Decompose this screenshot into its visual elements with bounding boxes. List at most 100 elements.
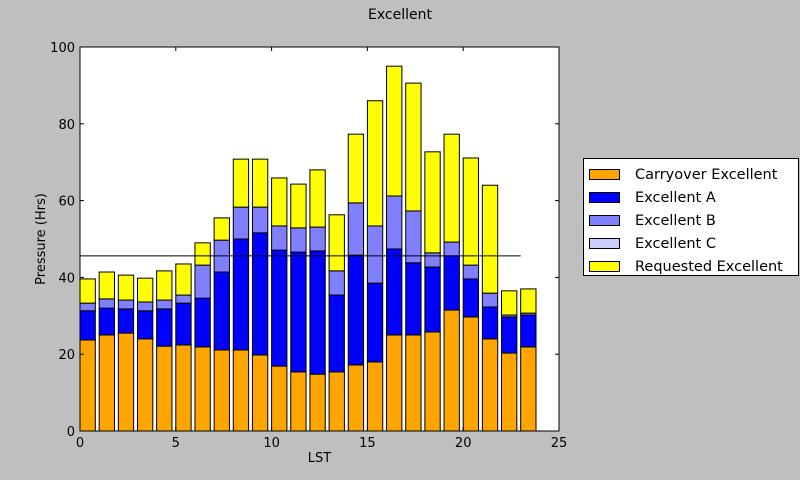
legend-label: Excellent C — [635, 235, 716, 252]
bar-carryover-excellent-5 — [175, 344, 192, 432]
bar-excellent-b-11 — [290, 227, 307, 253]
bar-excellent-b-13 — [328, 270, 345, 296]
y-tick-label: 0 — [67, 425, 75, 440]
bar-requested-excellent-16 — [386, 65, 403, 197]
y-tick-label: 40 — [58, 271, 75, 286]
legend-swatch — [589, 169, 620, 180]
bar-excellent-a-16 — [386, 248, 403, 336]
legend-item: Requested Excellent — [589, 255, 798, 278]
bar-excellent-a-22 — [501, 316, 518, 354]
bar-excellent-b-3 — [136, 301, 154, 312]
bar-requested-excellent-22 — [501, 290, 518, 316]
plot-frame — [79, 46, 560, 432]
bar-excellent-a-7 — [213, 271, 230, 351]
bar-requested-excellent-13 — [328, 214, 345, 272]
bar-excellent-a-4 — [156, 308, 173, 347]
bar-carryover-excellent-16 — [386, 334, 403, 432]
bar-excellent-a-11 — [290, 251, 307, 373]
bar-carryover-excellent-0 — [79, 339, 96, 432]
bar-excellent-a-21 — [481, 306, 499, 340]
bar-excellent-a-12 — [309, 250, 326, 375]
bar-excellent-a-6 — [194, 297, 211, 348]
legend-item: Excellent C — [589, 232, 798, 255]
legend-label: Requested Excellent — [635, 258, 783, 275]
y-tick-label: 80 — [58, 118, 75, 133]
bar-requested-excellent-19 — [443, 133, 460, 243]
bar-carryover-excellent-12 — [309, 373, 326, 432]
bar-requested-excellent-6 — [194, 242, 211, 266]
bar-carryover-excellent-9 — [251, 354, 269, 432]
bar-requested-excellent-18 — [424, 151, 441, 254]
legend-item: Carryover Excellent — [589, 163, 798, 186]
bar-carryover-excellent-11 — [290, 371, 307, 432]
bar-excellent-a-10 — [271, 249, 288, 367]
y-tick-label: 60 — [58, 195, 75, 210]
x-tick-label: 25 — [551, 436, 568, 451]
bar-excellent-a-0 — [79, 310, 96, 341]
bar-requested-excellent-20 — [462, 157, 480, 266]
bar-excellent-b-14 — [347, 202, 365, 256]
y-tick-label: 100 — [50, 41, 75, 56]
bar-excellent-a-23 — [520, 314, 537, 348]
bar-excellent-a-18 — [424, 266, 441, 333]
bar-requested-excellent-9 — [251, 158, 269, 208]
bar-requested-excellent-21 — [481, 184, 499, 294]
bar-requested-excellent-11 — [290, 183, 307, 229]
bar-carryover-excellent-13 — [328, 371, 345, 432]
legend-swatch — [589, 215, 620, 226]
bar-excellent-b-16 — [386, 195, 403, 250]
bar-excellent-a-19 — [443, 255, 460, 311]
bar-carryover-excellent-6 — [194, 346, 211, 432]
bar-excellent-a-14 — [347, 254, 365, 366]
bar-carryover-excellent-10 — [271, 365, 288, 432]
y-axis-label: Pressure (Hrs) — [34, 193, 49, 285]
bar-excellent-b-10 — [271, 225, 288, 251]
bar-requested-excellent-3 — [136, 277, 154, 303]
bar-excellent-b-19 — [443, 241, 460, 257]
bar-excellent-b-4 — [156, 299, 173, 310]
bar-excellent-b-8 — [232, 206, 250, 240]
bar-requested-excellent-8 — [232, 158, 250, 208]
bar-excellent-a-3 — [136, 310, 154, 340]
bar-requested-excellent-17 — [405, 82, 422, 212]
bar-requested-excellent-15 — [366, 100, 384, 227]
legend-label: Excellent A — [635, 189, 716, 206]
bar-carryover-excellent-14 — [347, 364, 365, 432]
bar-requested-excellent-2 — [117, 274, 135, 301]
legend-label: Excellent B — [635, 212, 716, 229]
bar-excellent-a-13 — [328, 294, 345, 373]
bar-carryover-excellent-17 — [405, 334, 422, 432]
bar-carryover-excellent-7 — [213, 349, 230, 432]
bar-excellent-b-17 — [405, 210, 422, 264]
x-tick-label: 0 — [76, 436, 84, 451]
legend: Carryover Excellent Excellent A Excellent … — [583, 158, 799, 276]
bar-excellent-b-6 — [194, 264, 211, 299]
bar-carryover-excellent-23 — [520, 346, 537, 432]
bar-excellent-a-17 — [405, 262, 422, 336]
bar-carryover-excellent-3 — [136, 338, 154, 432]
bar-carryover-excellent-4 — [156, 345, 173, 432]
bar-requested-excellent-14 — [347, 133, 365, 204]
bar-carryover-excellent-20 — [462, 316, 480, 432]
bar-excellent-a-9 — [251, 232, 269, 356]
bar-excellent-b-20 — [462, 264, 480, 280]
chart-title: Excellent — [368, 7, 432, 23]
bar-requested-excellent-1 — [98, 271, 115, 300]
bar-excellent-b-12 — [309, 226, 326, 252]
bar-requested-excellent-12 — [309, 169, 326, 228]
bar-carryover-excellent-18 — [424, 331, 441, 432]
bar-excellent-a-5 — [175, 302, 192, 346]
bar-carryover-excellent-1 — [98, 334, 115, 432]
bar-excellent-b-21 — [481, 292, 499, 308]
x-tick-label: 15 — [359, 436, 376, 451]
bar-requested-excellent-0 — [79, 278, 96, 304]
bar-carryover-excellent-2 — [117, 332, 135, 432]
x-tick-label: 5 — [172, 436, 180, 451]
legend-label: Carryover Excellent — [635, 166, 778, 183]
legend-item: Excellent A — [589, 186, 798, 209]
bar-requested-excellent-10 — [271, 177, 288, 227]
bar-requested-excellent-7 — [213, 217, 230, 241]
bar-carryover-excellent-19 — [443, 309, 460, 432]
bar-excellent-b-9 — [251, 206, 269, 234]
bar-excellent-b-18 — [424, 252, 441, 268]
